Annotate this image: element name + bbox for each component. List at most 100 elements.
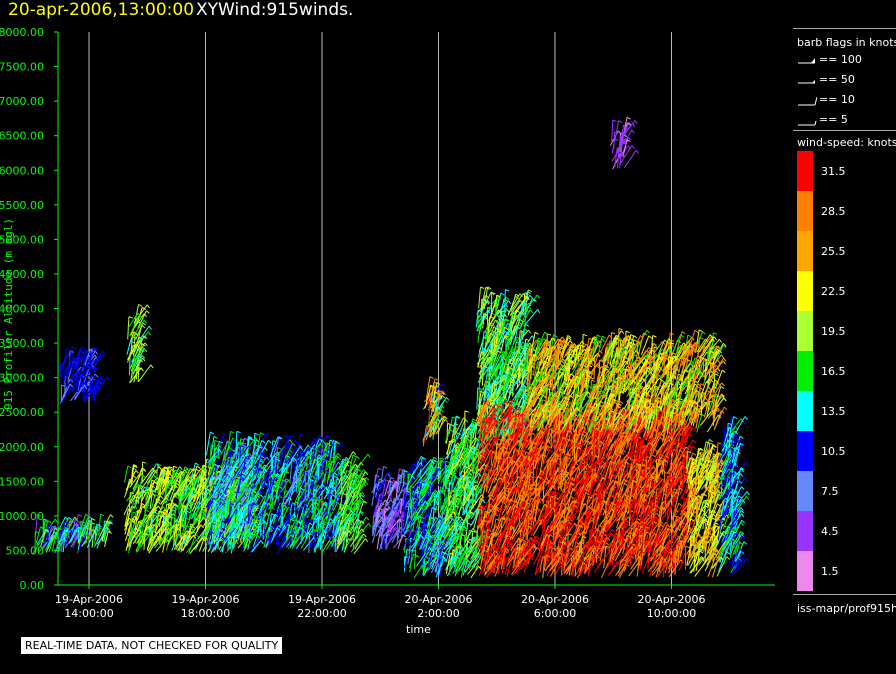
wind-barb-flag <box>285 478 290 481</box>
wind-barb <box>126 529 140 548</box>
wind-barb <box>165 525 172 543</box>
wind-barb <box>140 534 151 548</box>
wind-barb-flag <box>365 538 369 543</box>
wind-barb-flag <box>472 418 477 422</box>
wind-barb <box>63 367 67 386</box>
wind-barb-flag <box>446 396 450 401</box>
wind-barb-flag <box>65 516 69 521</box>
wind-barb <box>212 500 215 519</box>
wind-barb-flag <box>77 372 82 376</box>
wind-barb-flag <box>281 455 286 460</box>
wind-barb-flag <box>172 473 177 477</box>
wind-barb-flag <box>189 493 194 497</box>
wind-barb-flag <box>383 465 388 469</box>
wind-barb-flag <box>176 479 181 484</box>
wind-barb-flag <box>464 410 469 413</box>
wind-barb-flag <box>186 530 190 535</box>
wind-barb-flag <box>146 310 150 314</box>
wind-barb-flag <box>329 540 333 545</box>
wind-barb-flag <box>244 437 249 442</box>
wind-barb <box>413 555 416 570</box>
date-label: 20-apr-2006,13:00:00 <box>8 0 195 20</box>
wind-barb-flag <box>143 313 148 318</box>
wind-barb-flag <box>69 383 74 388</box>
wind-barb-flag <box>313 496 318 499</box>
wind-barb-flag <box>278 441 282 446</box>
wind-barb-flag <box>329 439 334 443</box>
wind-barb-flag <box>352 454 357 458</box>
wind-barb-flag <box>214 439 219 443</box>
wind-barb-flag <box>155 493 159 498</box>
wind-barb <box>38 534 53 553</box>
wind-barb <box>137 364 152 383</box>
wind-barb-flag <box>137 509 142 513</box>
wind-barb-flag <box>289 439 293 444</box>
wind-barb <box>173 479 185 498</box>
wind-barb <box>47 525 50 544</box>
barb-group <box>422 376 450 447</box>
wind-barb-flag <box>164 516 169 519</box>
wind-barb-flag <box>158 491 163 495</box>
wind-barb <box>84 349 91 366</box>
wind-barb-flag <box>94 373 99 378</box>
wind-barb <box>186 539 197 553</box>
barb-group <box>59 345 110 405</box>
wind-barb <box>83 526 95 545</box>
wind-barb-flag <box>429 376 434 379</box>
wind-barb-flag <box>43 518 48 521</box>
wind-barb-flag <box>106 376 110 381</box>
wind-barb-flag <box>188 534 193 538</box>
wind-barb <box>61 535 63 552</box>
wind-barb <box>134 313 145 328</box>
wind-barb-flag <box>196 465 201 469</box>
wind-barb-flag <box>89 521 94 525</box>
wind-barb-flag <box>291 434 295 439</box>
wind-barb-flag <box>44 520 49 523</box>
wind-barb-flag <box>138 520 143 525</box>
wind-barb-flag <box>82 373 86 378</box>
wind-barb <box>129 483 138 497</box>
wind-barb <box>433 391 435 413</box>
wind-barb <box>146 536 153 551</box>
wind-barb <box>99 514 111 536</box>
wind-barb <box>229 525 236 549</box>
wind-barb-flag <box>197 501 202 505</box>
wind-barb <box>123 494 134 516</box>
wind-barb-flag <box>69 520 74 523</box>
wind-barb-flag <box>200 468 204 473</box>
wind-barb-flag <box>213 435 218 439</box>
wind-barb-flag <box>134 333 139 336</box>
wind-barb-flag <box>48 525 53 528</box>
wind-barb <box>193 524 202 538</box>
wind-barb <box>130 511 133 533</box>
wind-barb-flag <box>87 379 92 383</box>
wind-barb-flag <box>206 488 211 492</box>
wind-barb-flag <box>163 509 168 512</box>
wind-barb <box>172 469 179 489</box>
wind-barb-flag <box>201 537 205 542</box>
wind-barb-flag <box>309 522 313 526</box>
wind-barb-flag <box>65 520 69 525</box>
barb-group <box>126 303 154 384</box>
wind-barb <box>133 355 138 371</box>
wind-barb <box>140 469 155 490</box>
wind-barb-flag <box>286 435 291 438</box>
wind-barb <box>59 363 61 384</box>
wind-barb <box>92 357 99 373</box>
wind-barb <box>124 465 129 483</box>
wind-barb-flag <box>424 459 428 464</box>
wind-barb-flag <box>97 357 102 361</box>
wind-barb-flag <box>192 530 196 534</box>
wind-barb-flag <box>66 348 71 352</box>
wind-barb <box>222 520 227 536</box>
wind-barb-flag <box>93 346 98 351</box>
wind-barb-flag <box>152 493 156 497</box>
wind-barb <box>67 358 76 376</box>
wind-barb <box>82 518 88 536</box>
wind-barb-flag <box>433 456 438 460</box>
wind-barb-flag <box>146 529 151 534</box>
wind-barb-flag <box>529 294 533 299</box>
wind-barb-flag <box>254 432 259 436</box>
wind-barb <box>141 514 146 537</box>
wind-barb-flag <box>536 294 540 299</box>
